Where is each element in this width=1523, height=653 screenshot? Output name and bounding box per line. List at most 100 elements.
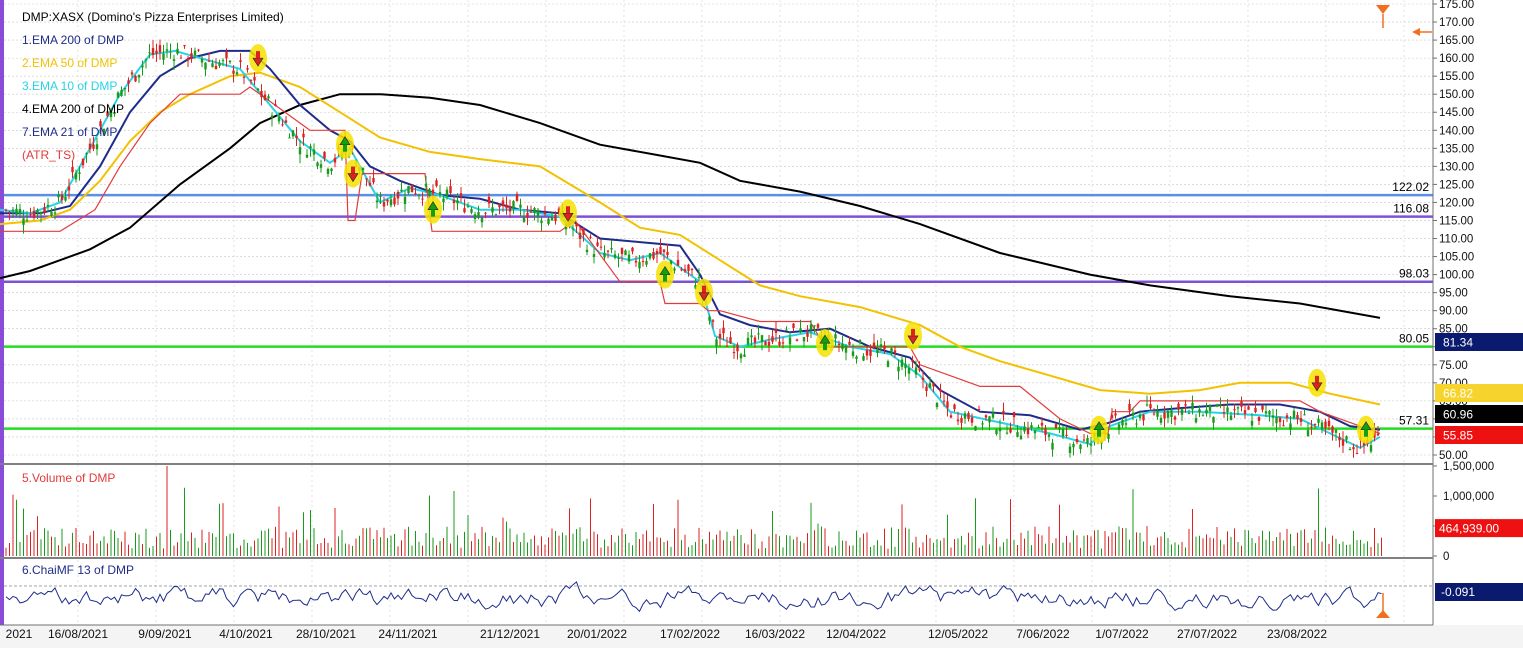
candle-body: [39, 211, 43, 215]
candle-body: [1205, 409, 1208, 414]
candle-body: [1348, 448, 1352, 450]
horizontal-levels: 122.02 116.08 98.03 80.05 57.31: [4, 180, 1433, 430]
signal-stem: [343, 144, 347, 152]
candle-body: [638, 261, 641, 269]
candle-body: [505, 204, 508, 209]
candle-body: [242, 76, 246, 78]
candle-body: [928, 383, 932, 388]
marker-down-icon: [1376, 5, 1390, 14]
price-tick-label: 130.00: [1439, 161, 1474, 173]
candle-body: [169, 51, 172, 53]
candle-body: [1271, 415, 1275, 418]
x-axis-bg: [0, 625, 1523, 648]
candle-body: [99, 121, 102, 127]
volume-badge: [1435, 519, 1523, 538]
candle-body: [249, 80, 253, 82]
candle-body: [452, 200, 456, 204]
candle-body: [1331, 426, 1334, 433]
candle-body: [22, 218, 25, 225]
candle-body: [1026, 427, 1030, 435]
chaimf-label: 6.ChaiMF 13 of DMP: [22, 563, 134, 577]
candle-body: [1016, 432, 1019, 437]
level-label: 122.02: [1392, 180, 1429, 194]
candle-body: [1317, 418, 1320, 423]
candle-body: [886, 361, 890, 367]
candle-body: [449, 186, 452, 194]
legend-entry: 7.EMA 21 of DMP: [22, 125, 117, 139]
candle-body: [515, 194, 519, 202]
candle-body: [1149, 404, 1152, 409]
candle-body: [470, 209, 473, 213]
candle-body: [407, 185, 410, 194]
x-tick-label: 12/05/2022: [928, 627, 988, 641]
candle-body: [428, 189, 431, 197]
price-tick-label: 125.00: [1439, 179, 1474, 191]
candle-body: [788, 337, 792, 345]
candle-body: [893, 350, 897, 353]
candle-body: [130, 72, 134, 75]
candle-body: [74, 172, 78, 180]
candle-body: [725, 345, 729, 347]
candle-body: [1222, 412, 1226, 414]
candle-body: [1033, 430, 1037, 434]
candle-body: [116, 92, 120, 98]
candle-body: [813, 325, 816, 327]
signal-stem: [823, 343, 827, 351]
candle-body: [1075, 438, 1079, 443]
candle-body: [106, 111, 109, 117]
candle-body: [764, 341, 767, 346]
price-tick-label: 95.00: [1439, 288, 1468, 300]
candle-body: [1002, 410, 1005, 415]
price-badges: 81.34 66.82 60.96 55.85: [1435, 333, 1523, 444]
candle-body: [543, 212, 547, 214]
candle-body: [141, 65, 144, 68]
candle-body: [767, 341, 771, 346]
candle-body: [1061, 429, 1065, 437]
candle-body: [1107, 433, 1110, 439]
price-tick-label: 150.00: [1439, 89, 1474, 101]
candle-body: [260, 90, 263, 98]
candle-body: [197, 49, 200, 51]
candle-body: [312, 149, 316, 155]
candle-body: [781, 342, 785, 344]
candle-body: [998, 428, 1002, 432]
candle-body: [634, 260, 638, 263]
candle-body: [8, 211, 11, 213]
candle-body: [1275, 417, 1278, 424]
candle-body: [1040, 422, 1044, 426]
candle-body: [382, 202, 386, 207]
x-tick-label: 20/01/2022: [567, 627, 627, 641]
candle-body: [162, 53, 165, 60]
candle-body: [1145, 404, 1149, 406]
candle-body: [1289, 423, 1292, 430]
candle-body: [540, 220, 543, 224]
price-badge-label: 55.85: [1443, 429, 1473, 443]
candle-body: [883, 345, 886, 350]
candle-body: [533, 208, 536, 213]
series-line: [0, 71, 1381, 406]
candle-body: [158, 45, 162, 53]
x-tick-label: 7/06/2022: [1016, 627, 1070, 641]
candle-body: [46, 204, 50, 207]
candle-body: [29, 213, 32, 215]
candle-body: [599, 246, 603, 248]
candle-body: [1072, 444, 1075, 448]
volume-tick-label: 0: [1443, 551, 1449, 563]
price-tick-label: 165.00: [1439, 35, 1474, 47]
candle-body: [876, 349, 879, 354]
candle-body: [1068, 446, 1072, 453]
candle-body: [1285, 415, 1289, 418]
candle-body: [960, 418, 963, 423]
candle-body: [802, 337, 806, 342]
candle-body: [575, 223, 578, 227]
candle-body: [603, 252, 606, 258]
candle-body: [862, 356, 865, 361]
candle-body: [1019, 435, 1023, 440]
candle-body: [316, 162, 319, 167]
candle-body: [1282, 425, 1285, 427]
marker-left-icon: [1412, 28, 1420, 36]
price-badge-label: 66.82: [1443, 387, 1473, 401]
candle-body: [809, 324, 813, 331]
candle-body: [946, 401, 949, 408]
candle-body: [1226, 407, 1229, 413]
